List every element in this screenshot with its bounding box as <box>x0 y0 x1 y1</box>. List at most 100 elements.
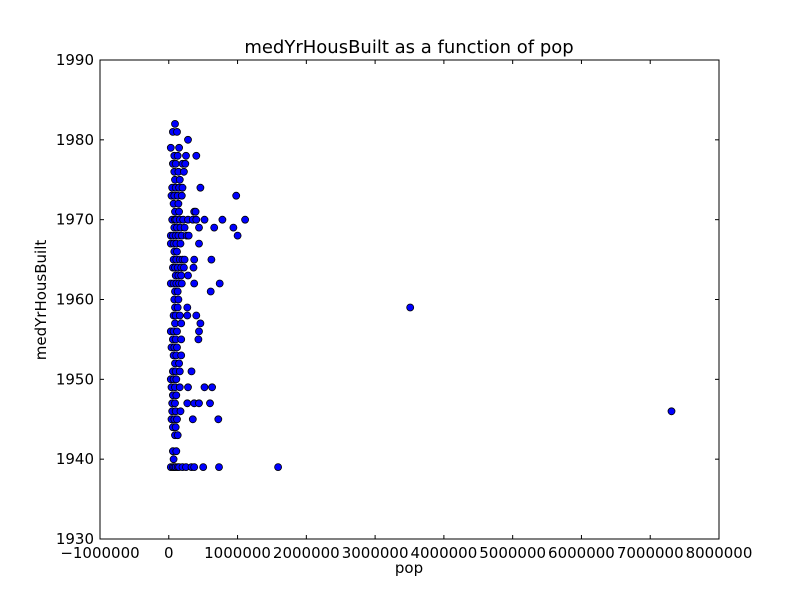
data-point <box>178 183 187 192</box>
data-point <box>180 255 189 264</box>
data-point <box>187 367 196 376</box>
data-point <box>190 463 199 472</box>
data-point <box>177 319 186 328</box>
data-point <box>196 183 205 192</box>
data-point <box>173 303 182 312</box>
data-point <box>177 335 186 344</box>
data-point <box>171 120 179 128</box>
data-point <box>166 143 175 152</box>
y-tick-label: 1940 <box>56 450 94 468</box>
data-point <box>192 215 201 224</box>
data-point <box>190 279 199 288</box>
data-point <box>241 215 250 224</box>
data-point <box>210 223 219 232</box>
data-point <box>667 407 676 416</box>
y-axis-ticks: 1930 1940 1950 1960 1970 1980 1990 <box>56 51 719 548</box>
data-point <box>180 223 189 232</box>
data-point <box>176 239 185 248</box>
data-point <box>179 263 188 272</box>
data-points <box>166 120 676 472</box>
data-point <box>175 207 184 216</box>
data-point <box>174 295 183 304</box>
data-point <box>175 143 184 152</box>
data-point <box>274 463 283 472</box>
data-point <box>181 159 190 168</box>
data-point <box>175 383 184 392</box>
x-tick-label: 5000000 <box>479 544 546 562</box>
data-point <box>195 327 203 336</box>
data-point <box>171 399 179 408</box>
data-point <box>172 375 181 384</box>
data-point <box>173 151 182 160</box>
data-point <box>191 207 200 216</box>
data-point <box>200 383 209 392</box>
data-point <box>177 191 186 200</box>
data-point <box>174 199 183 208</box>
data-point <box>188 415 197 424</box>
data-point <box>177 279 186 288</box>
data-point <box>192 311 201 320</box>
data-point <box>195 399 203 408</box>
x-axis-label: pop <box>395 559 423 577</box>
x-tick-label: 3000000 <box>342 544 409 562</box>
y-tick-label: 1930 <box>56 530 94 548</box>
data-point <box>175 175 184 184</box>
x-tick-label: 6000000 <box>548 544 615 562</box>
data-point <box>175 311 184 320</box>
y-tick-label: 1960 <box>56 291 94 309</box>
data-point <box>218 215 227 224</box>
x-tick-label: 2000000 <box>273 544 340 562</box>
data-point <box>177 271 186 280</box>
data-point <box>173 127 181 136</box>
data-point <box>214 415 223 424</box>
data-point <box>229 223 238 232</box>
data-point <box>184 135 192 144</box>
data-point <box>175 359 184 368</box>
data-point <box>173 343 181 352</box>
data-point <box>173 327 181 336</box>
data-point <box>171 423 180 432</box>
data-point <box>173 431 182 440</box>
data-point <box>177 351 186 360</box>
data-point <box>183 311 192 320</box>
x-tick-label: 4000000 <box>410 544 477 562</box>
data-point <box>172 447 181 456</box>
data-point <box>189 263 198 272</box>
data-point <box>183 399 192 408</box>
data-point <box>215 463 223 472</box>
data-point <box>232 191 241 200</box>
data-point <box>192 151 201 160</box>
data-point <box>195 239 203 248</box>
data-point <box>215 279 224 288</box>
data-point <box>182 151 190 160</box>
data-point <box>199 463 208 472</box>
data-point <box>208 383 217 392</box>
data-point <box>184 271 192 280</box>
data-point <box>406 303 415 312</box>
data-point <box>184 231 193 240</box>
data-point <box>172 391 181 400</box>
data-point <box>173 287 182 296</box>
x-tick-label: 8000000 <box>686 544 753 562</box>
x-tick-label: −1000000 <box>60 544 139 562</box>
data-point <box>175 367 184 376</box>
data-point <box>190 255 199 264</box>
y-tick-label: 1950 <box>56 370 94 388</box>
data-point <box>183 303 192 312</box>
data-point <box>169 455 178 464</box>
data-point <box>206 399 214 408</box>
chart-title: medYrHousBuilt as a function of pop <box>244 37 573 58</box>
data-point <box>207 255 216 264</box>
data-point <box>200 215 209 224</box>
data-point <box>173 247 181 256</box>
data-point <box>233 231 242 240</box>
data-point <box>173 415 181 424</box>
x-axis-ticks: −1000000 0 1000000 2000000 3000000 4000000 500… <box>60 60 752 562</box>
y-axis-label: medYrHousBuilt <box>32 240 50 361</box>
data-point <box>196 319 205 328</box>
x-tick-label: 0 <box>164 544 174 562</box>
y-tick-label: 1970 <box>56 211 94 229</box>
y-tick-label: 1980 <box>56 131 94 149</box>
